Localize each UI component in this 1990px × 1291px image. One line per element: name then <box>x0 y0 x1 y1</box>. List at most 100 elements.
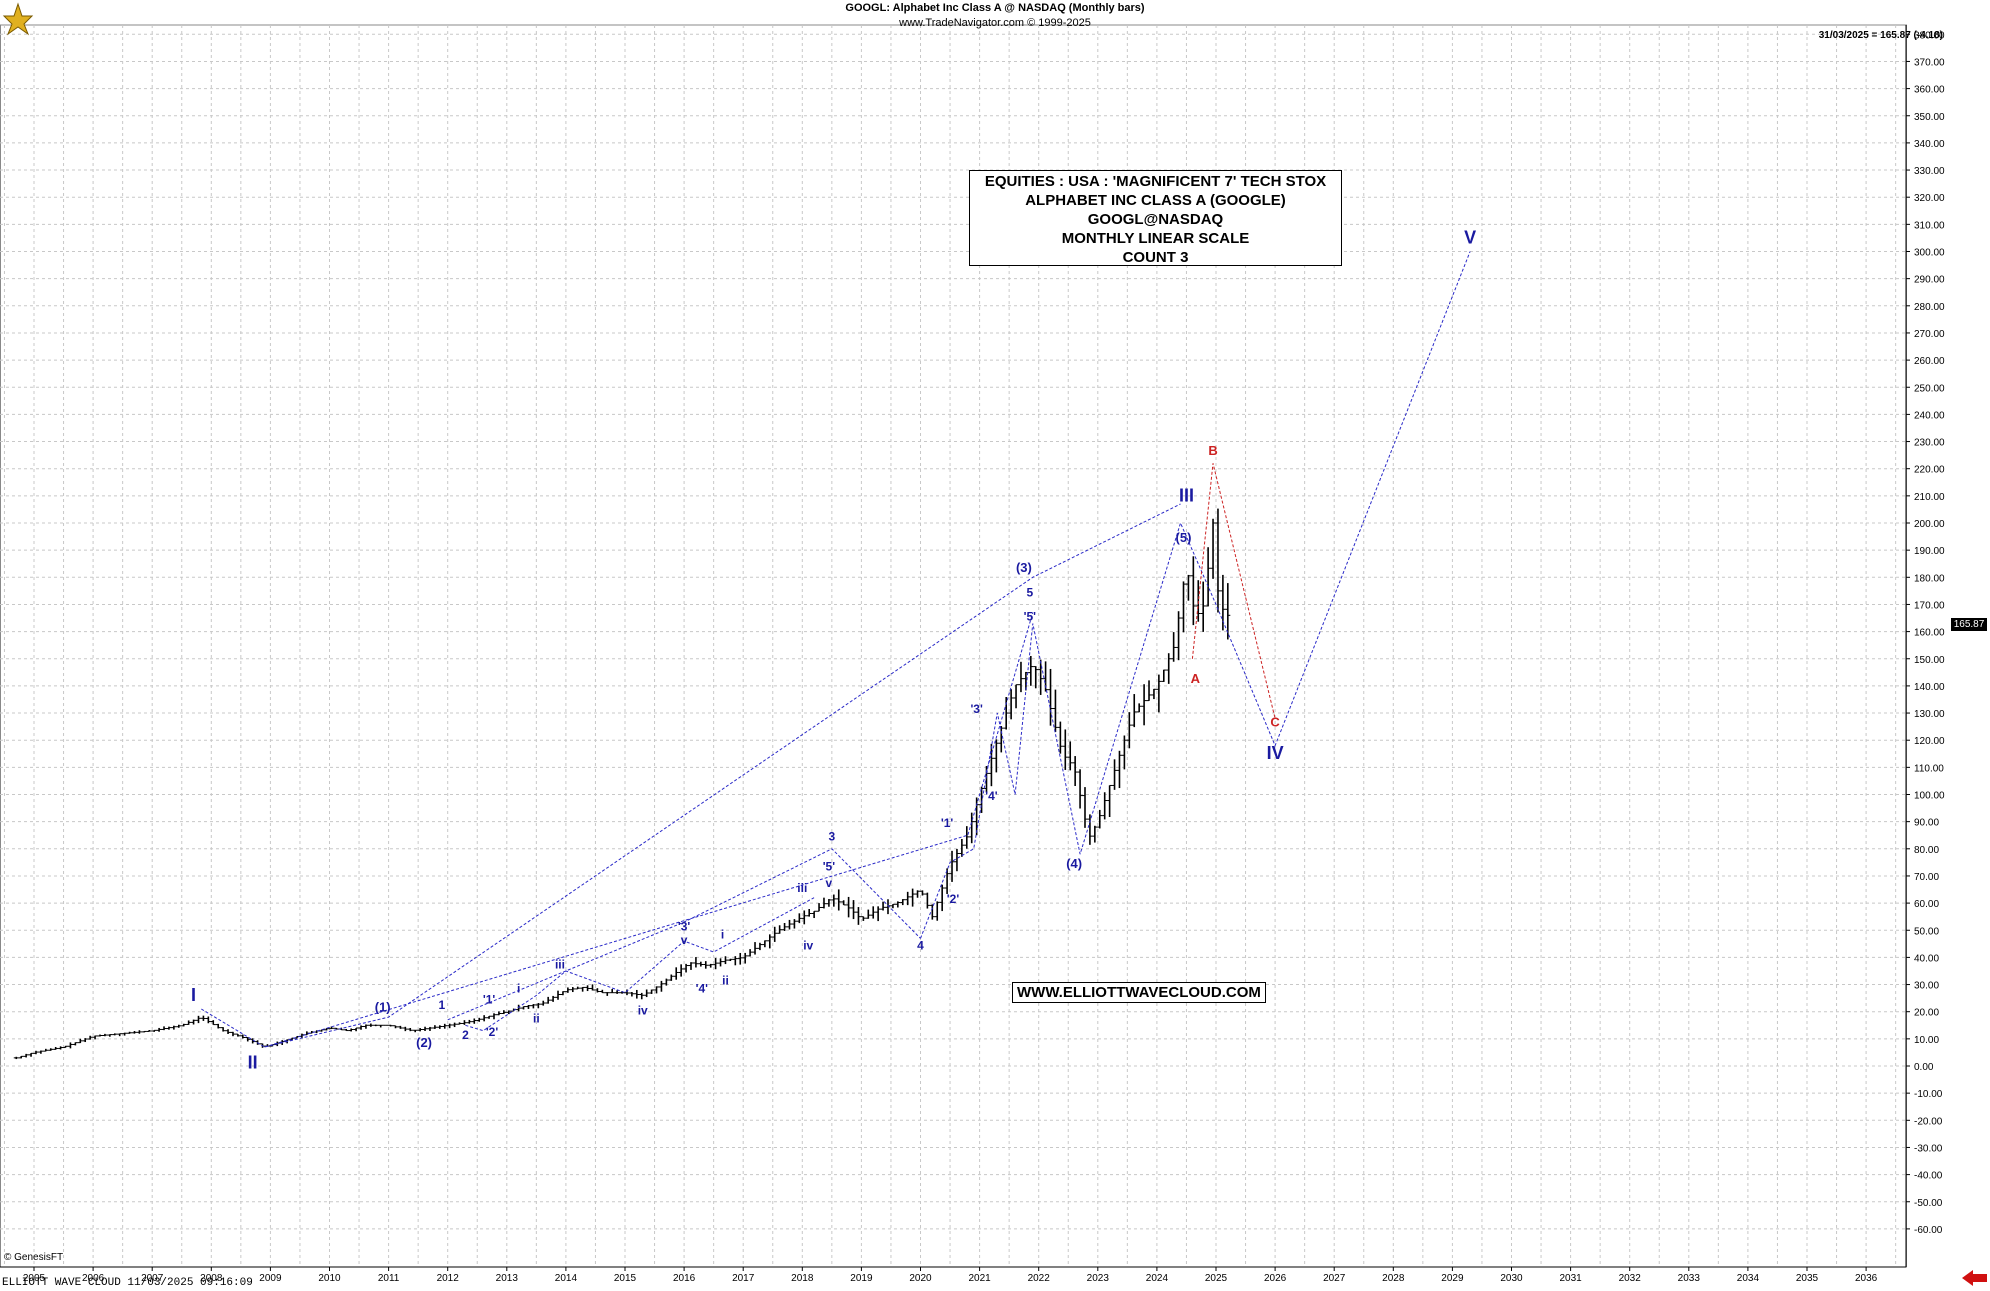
y-tick-label: 230.00 <box>1914 438 1945 449</box>
y-tick-label: -40.00 <box>1914 1171 1943 1182</box>
wave-label: v <box>826 876 833 890</box>
y-tick-label: 40.00 <box>1914 953 1939 964</box>
y-tick-label: 60.00 <box>1914 899 1939 910</box>
wave-label: B <box>1208 443 1217 458</box>
wave-label: A <box>1191 671 1201 686</box>
price-bars <box>13 508 1231 1060</box>
y-tick-label: 120.00 <box>1914 736 1945 747</box>
wave-label: iii <box>555 957 565 971</box>
wave-label: (4) <box>1066 856 1082 871</box>
x-axis: 2005 2006 2007 2008 2009 2010 2011 2012 2013 2014… <box>0 1266 1906 1284</box>
x-tick-label: 2030 <box>1500 1273 1523 1284</box>
wave-label: ii <box>533 1012 540 1026</box>
y-tick-label: 100.00 <box>1914 791 1945 802</box>
wave-label: '1' <box>941 816 954 830</box>
x-tick-label: 2015 <box>614 1273 637 1284</box>
wave-label: IV <box>1267 743 1284 763</box>
y-tick-label: 150.00 <box>1914 655 1945 666</box>
wave-path-blue <box>920 251 1471 939</box>
x-tick-label: 2008 <box>200 1273 223 1284</box>
wave-label: '4' <box>985 789 998 803</box>
wave-label: '4' <box>696 982 709 996</box>
y-tick-label: 130.00 <box>1914 709 1945 720</box>
y-tick-label: 210.00 <box>1914 492 1945 503</box>
y-tick-label: 140.00 <box>1914 682 1945 693</box>
bull-logo-icon <box>2 2 34 36</box>
wave-label: 1 <box>438 998 445 1012</box>
y-tick-label: 190.00 <box>1914 546 1945 557</box>
title-line: ALPHABET INC CLASS A (GOOGLE) <box>1025 192 1286 209</box>
title-line: COUNT 3 <box>1122 249 1189 266</box>
y-tick-label: -60.00 <box>1914 1225 1943 1236</box>
y-tick-label: 270.00 <box>1914 329 1945 340</box>
x-tick-label: 2019 <box>850 1273 873 1284</box>
y-tick-label: 50.00 <box>1914 926 1939 937</box>
wave-label: i <box>517 982 520 996</box>
chart-header-title: GOOGL: Alphabet Inc Class A @ NASDAQ (Mo… <box>845 2 1145 14</box>
wave-label: I <box>191 985 196 1005</box>
wave-path-blue <box>264 612 1034 1048</box>
y-tick-label: 220.00 <box>1914 465 1945 476</box>
title-line: MONTHLY LINEAR SCALE <box>1061 230 1250 247</box>
y-tick-label: 340.00 <box>1914 139 1945 150</box>
wave-label: v <box>681 933 688 947</box>
wave-label: '3' <box>678 919 691 933</box>
y-tick-label: 280.00 <box>1914 302 1945 313</box>
wave-label: C <box>1270 715 1280 730</box>
wave-label: (2) <box>416 1035 432 1050</box>
wave-label: (5) <box>1176 530 1192 545</box>
x-tick-label: 2010 <box>318 1273 341 1284</box>
x-tick-label: 2029 <box>1441 1273 1464 1284</box>
y-tick-label: 200.00 <box>1914 519 1945 530</box>
footer-timestamp: ELLIOTT WAVE CLOUD 11/03/2025 09:16:09 <box>2 1277 253 1289</box>
x-tick-label: 2034 <box>1737 1273 1760 1284</box>
x-tick-label: 2036 <box>1855 1273 1878 1284</box>
wave-label: iii <box>797 881 807 895</box>
wave-label: '5' <box>823 860 836 874</box>
price-tag: 165.87 <box>1951 618 1987 631</box>
chart-header-copyright: www.TradeNavigator.com © 1999-2025 <box>899 17 1091 29</box>
wave-label: '2' <box>486 1025 499 1039</box>
x-tick-label: 2007 <box>141 1273 164 1284</box>
y-tick-label: 360.00 <box>1914 85 1945 96</box>
chart-title-box: EQUITIES : USA : 'MAGNIFICENT 7' TECH ST… <box>969 170 1342 266</box>
y-tick-label: 250.00 <box>1914 383 1945 394</box>
y-tick-label: 240.00 <box>1914 410 1945 421</box>
y-tick-label: 260.00 <box>1914 356 1945 367</box>
y-tick-label: 350.00 <box>1914 112 1945 123</box>
scroll-left-icon[interactable] <box>1962 1269 1988 1287</box>
y-tick-label: 320.00 <box>1914 193 1945 204</box>
x-tick-label: 2033 <box>1678 1273 1701 1284</box>
wave-paths <box>201 251 1471 1048</box>
genesis-credit: © GenesisFT <box>4 1252 64 1263</box>
x-tick-label: 2025 <box>1205 1273 1228 1284</box>
y-tick-label: 70.00 <box>1914 872 1939 883</box>
title-line: GOOGL@NASDAQ <box>1087 211 1224 228</box>
wave-label: '3' <box>970 702 983 716</box>
wave-label: 4 <box>917 938 924 952</box>
wave-label: i <box>721 927 724 941</box>
website-label: WWW.ELLIOTTWAVECLOUD.COM <box>1012 982 1266 1003</box>
x-tick-label: 2023 <box>1087 1273 1110 1284</box>
wave-label: '1' <box>483 993 496 1007</box>
y-tick-label: 300.00 <box>1914 248 1945 259</box>
y-tick-label: 380.00 <box>1914 30 1945 41</box>
x-tick-label: 2012 <box>437 1273 460 1284</box>
y-tick-label: -10.00 <box>1914 1089 1943 1100</box>
y-tick-label: 290.00 <box>1914 275 1945 286</box>
y-tick-label: -20.00 <box>1914 1116 1943 1127</box>
x-tick-label: 2016 <box>673 1273 696 1284</box>
x-tick-label: 2021 <box>968 1273 991 1284</box>
y-tick-label: 0.00 <box>1914 1062 1934 1073</box>
title-line: EQUITIES : USA : 'MAGNIFICENT 7' TECH ST… <box>984 173 1327 190</box>
x-tick-label: 2027 <box>1323 1273 1346 1284</box>
y-tick-label: 370.00 <box>1914 57 1945 68</box>
y-tick-label: 30.00 <box>1914 981 1939 992</box>
wave-label: iv <box>638 1003 648 1017</box>
x-tick-label: 2032 <box>1619 1273 1642 1284</box>
y-axis: 380.00 370.00 360.00 350.00 340.00 330.00 320.… <box>1905 25 1945 1267</box>
wave-label: II <box>248 1053 258 1073</box>
x-tick-label: 2011 <box>378 1273 400 1284</box>
last-quote: 31/03/2025 = 165.87 (-4.18) <box>1818 30 1943 41</box>
